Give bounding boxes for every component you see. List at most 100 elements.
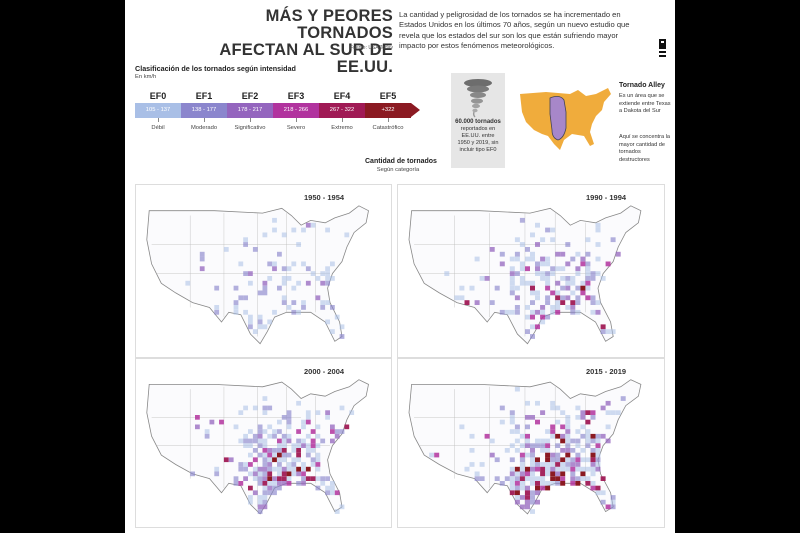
density-cell (262, 280, 268, 286)
density-cell (252, 471, 258, 477)
density-cell (560, 476, 566, 481)
density-cell (550, 481, 556, 486)
density-cell (525, 476, 530, 481)
density-cell (310, 429, 316, 434)
density-cell (595, 485, 601, 491)
density-cell (214, 305, 220, 310)
density-cell (605, 329, 611, 334)
tornado-density-cells (185, 217, 350, 339)
density-cell (339, 334, 345, 339)
density-cell (525, 329, 530, 334)
density-cell (530, 285, 535, 291)
density-cell (535, 295, 540, 301)
density-cell (540, 410, 546, 415)
publisher-logo-icon (658, 36, 667, 62)
density-cell (190, 471, 195, 477)
density-cell (243, 476, 248, 481)
density-cell (262, 405, 268, 411)
density-cell (565, 457, 571, 463)
density-cell (233, 285, 239, 291)
density-cell (252, 476, 258, 481)
density-cell (545, 448, 551, 453)
density-cell (238, 466, 244, 472)
density-cell (530, 314, 535, 320)
density-cell (339, 324, 345, 330)
density-cell (545, 280, 551, 286)
density-cell (530, 495, 535, 500)
density-cell (277, 481, 282, 486)
headline-line-1: MÁS Y PEORES TORNADOS (265, 7, 393, 42)
density-cell (262, 285, 268, 291)
density-cell (281, 276, 287, 281)
density-cell (550, 462, 556, 467)
density-cell (545, 227, 551, 233)
tornado-alley-description: Es un área que se extiende entre Texas a… (619, 93, 671, 114)
density-cell (540, 448, 546, 453)
density-cell (610, 410, 616, 415)
stat-headline: 60.000 tornados (455, 119, 501, 125)
density-cell (509, 476, 515, 481)
density-cell (315, 457, 321, 463)
density-cell (469, 448, 475, 453)
density-cell (509, 280, 515, 286)
density-cell (570, 457, 576, 463)
density-cell (545, 466, 551, 472)
density-cell (555, 305, 561, 310)
density-cell (585, 438, 591, 444)
ef-label: Significativo (234, 125, 266, 131)
density-cell (257, 324, 263, 330)
density-cell (214, 466, 220, 472)
density-cell (489, 438, 495, 444)
density-cell (560, 457, 566, 463)
density-cell (530, 280, 535, 286)
tornado-alley-map (520, 88, 611, 150)
density-cell (585, 481, 591, 486)
density-cell (605, 424, 611, 430)
density-cell (267, 276, 273, 281)
density-cell (291, 471, 297, 477)
density-cell (530, 334, 535, 339)
density-cell (590, 276, 596, 281)
density-cell (580, 280, 586, 286)
ef-category: EF5 +322 Catastrófico (365, 90, 411, 131)
density-cell (233, 305, 239, 310)
density-cell (257, 509, 263, 514)
density-cell (595, 433, 601, 439)
density-cell (499, 309, 505, 315)
density-cell (585, 443, 591, 448)
density-cell (535, 490, 540, 496)
density-cell (600, 499, 606, 505)
density-cell (257, 466, 263, 472)
density-cell (560, 424, 566, 430)
density-cell (214, 309, 220, 315)
density-cell (325, 319, 330, 325)
density-cell (550, 309, 556, 315)
density-cell (320, 476, 326, 481)
density-cell (555, 309, 561, 315)
density-cell (519, 481, 525, 486)
tornado-density-cells (429, 386, 626, 514)
ef-label: Severo (286, 125, 306, 131)
density-cell (530, 309, 535, 315)
density-cell (545, 481, 551, 486)
density-cell (262, 290, 268, 296)
density-cell (277, 448, 282, 453)
density-cell (248, 438, 253, 444)
density-cell (344, 424, 350, 430)
density-cell (310, 448, 316, 453)
density-cell (262, 324, 268, 330)
density-cell (550, 405, 556, 411)
density-cell (286, 433, 292, 439)
density-cell (262, 485, 268, 491)
density-cell (325, 227, 330, 233)
density-cell (575, 476, 581, 481)
density-cell (325, 490, 330, 496)
density-cell (320, 305, 326, 310)
density-cell (301, 476, 306, 481)
density-cell (530, 509, 535, 514)
density-cell (570, 476, 576, 481)
density-cell (575, 251, 581, 257)
density-cell (514, 424, 520, 430)
density-cell (248, 271, 253, 276)
density-cell (555, 419, 561, 425)
